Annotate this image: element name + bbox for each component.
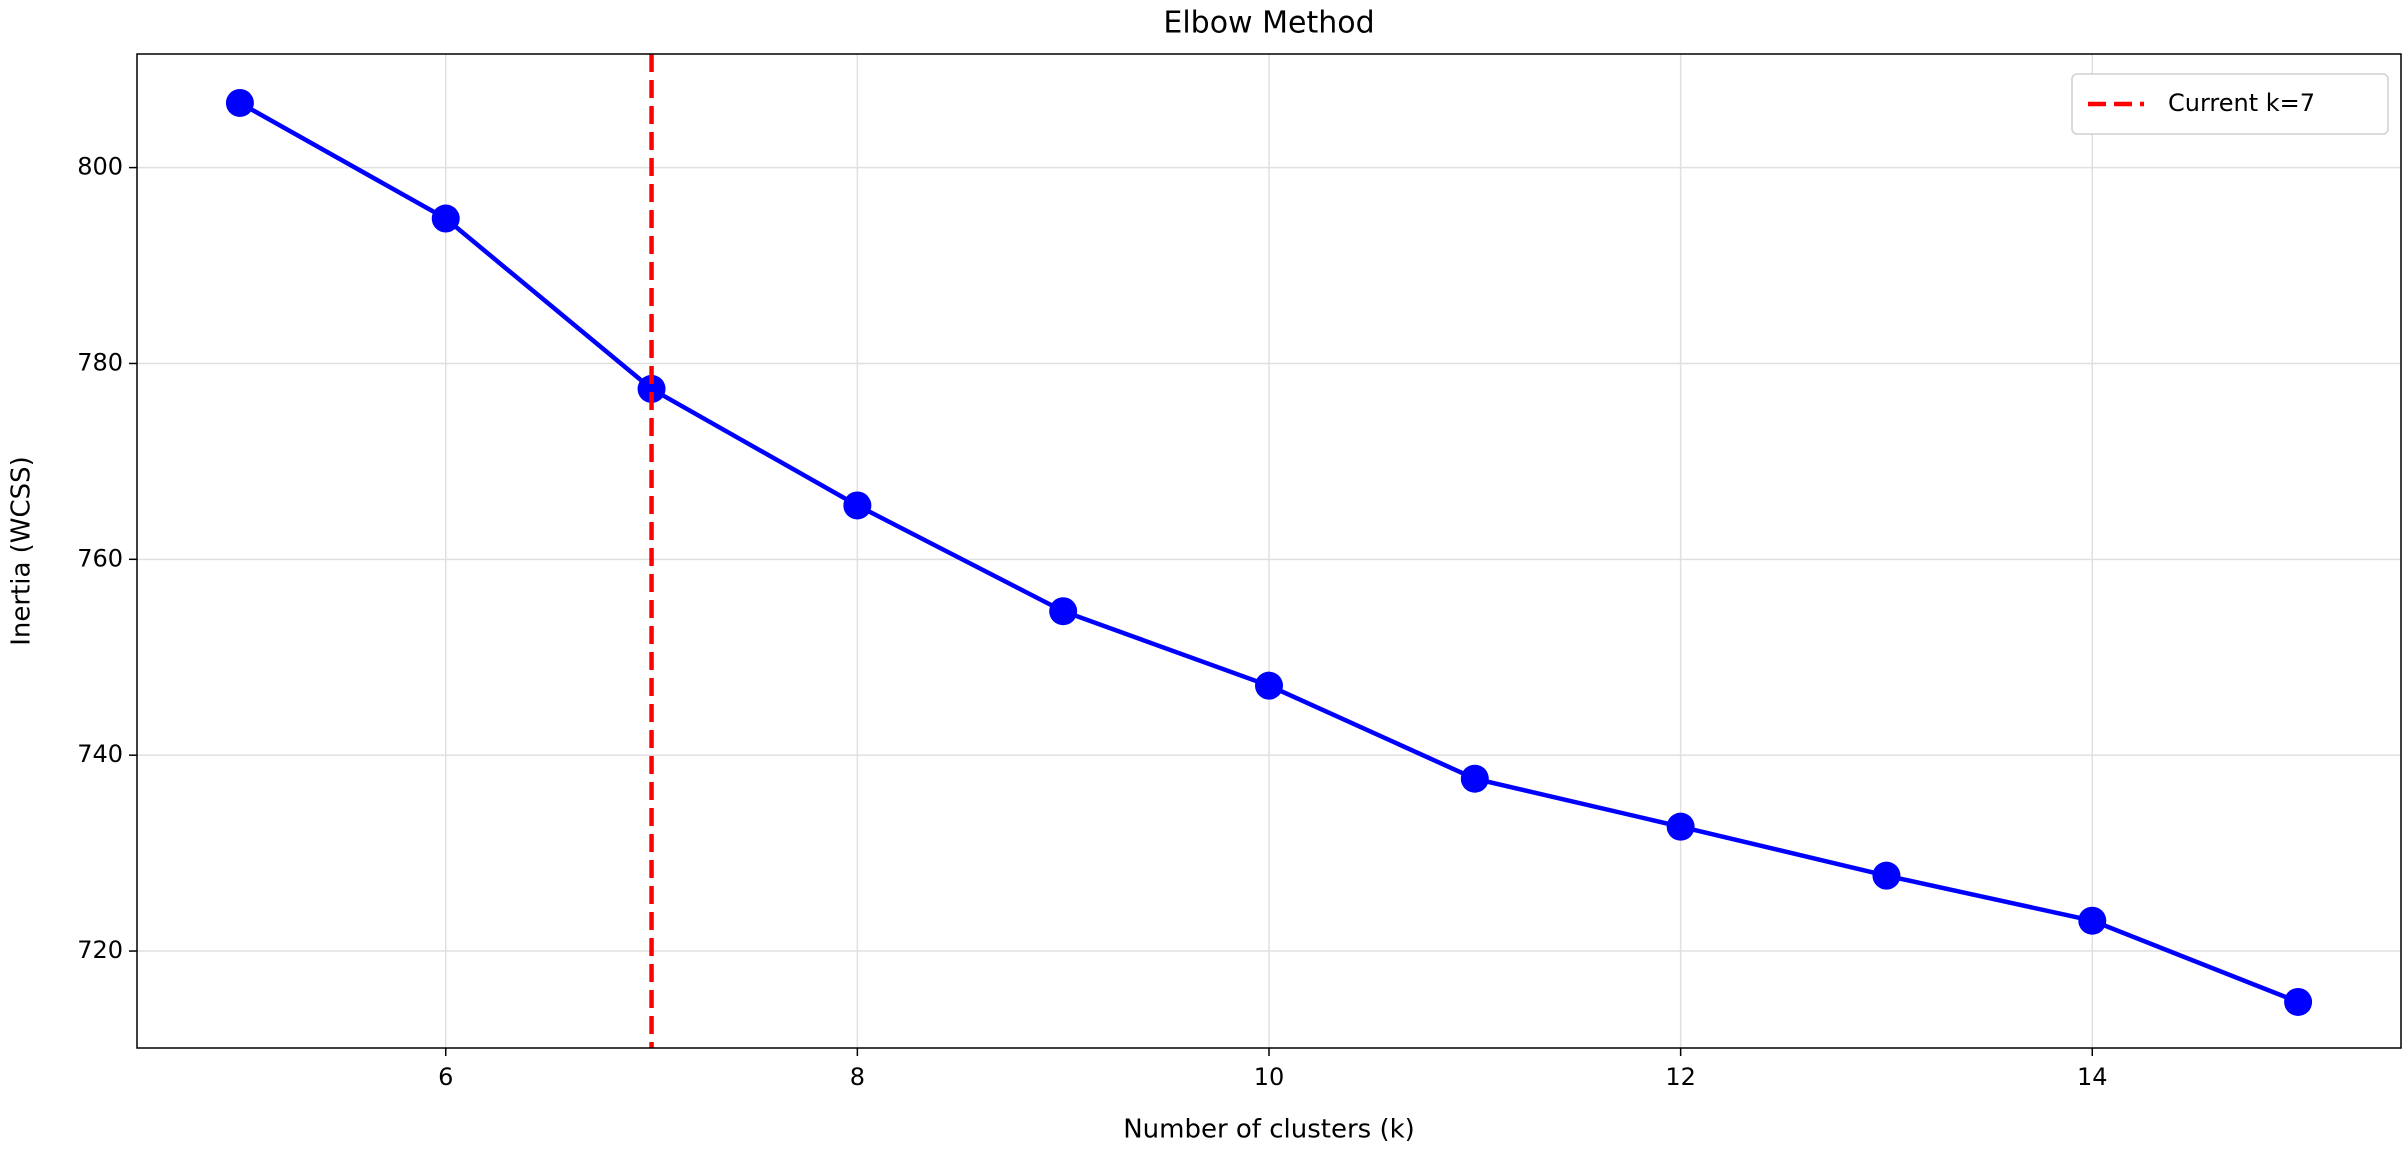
y-axis-label: Inertia (WCSS) (7, 456, 37, 646)
x-tick-label: 14 (2077, 1063, 2108, 1091)
chart-title: Elbow Method (1163, 6, 1374, 41)
y-tick-label: 760 (77, 544, 123, 572)
y-tick-label: 720 (77, 936, 123, 964)
legend-box (2071, 73, 2389, 135)
data-point (2078, 906, 2107, 935)
data-point (1460, 764, 1489, 793)
data-point (843, 491, 872, 520)
data-point (1872, 861, 1901, 890)
plot-frame (136, 53, 2402, 1049)
data-point (637, 374, 666, 403)
y-tick-label: 740 (77, 740, 123, 768)
data-point (1666, 812, 1695, 841)
data-point (225, 88, 254, 117)
data-point (1049, 597, 1078, 626)
legend-label: Current k=7 (2168, 89, 2315, 117)
data-point (2284, 987, 2313, 1016)
x-tick-label: 6 (438, 1063, 453, 1091)
data-point (431, 204, 460, 233)
x-tick-label: 8 (850, 1063, 865, 1091)
data-point (1255, 671, 1283, 700)
x-axis-label: Number of clusters (k) (1123, 1115, 1415, 1145)
y-tick-label: 780 (77, 348, 123, 376)
x-tick-label: 12 (1665, 1063, 1696, 1091)
y-tick-label: 800 (77, 153, 123, 181)
x-tick-label: 10 (1254, 1063, 1285, 1091)
